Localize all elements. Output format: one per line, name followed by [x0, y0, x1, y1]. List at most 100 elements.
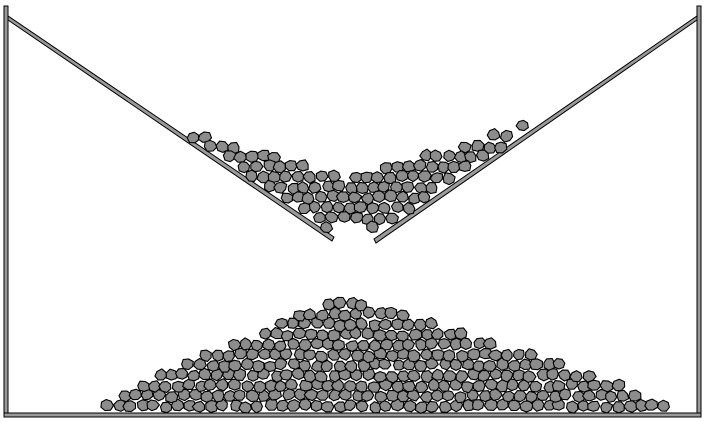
grain [558, 388, 572, 401]
grain [377, 201, 391, 214]
grain [100, 398, 115, 412]
grain [314, 370, 328, 383]
grain [513, 390, 527, 403]
grain [406, 369, 421, 382]
grain [369, 401, 382, 414]
grain [314, 350, 328, 363]
grain [522, 369, 537, 383]
grain [147, 380, 161, 393]
grain [344, 380, 358, 393]
grain [227, 338, 242, 352]
grain [354, 298, 368, 312]
grain [312, 211, 326, 224]
grain [524, 348, 538, 361]
grain [487, 349, 502, 362]
grain [425, 357, 439, 370]
grain [200, 390, 214, 403]
grain [479, 390, 492, 403]
grain [454, 391, 467, 404]
grain [401, 318, 415, 332]
grain [279, 348, 293, 361]
grain [263, 159, 276, 172]
grain [250, 339, 264, 352]
grain [303, 349, 317, 361]
grain [159, 401, 173, 414]
grain [424, 316, 439, 330]
grain [274, 317, 288, 329]
grain [512, 348, 525, 361]
grain [227, 378, 241, 391]
grain [206, 359, 220, 372]
grain [390, 201, 404, 213]
grain [228, 359, 242, 372]
grain [551, 380, 566, 392]
grain [616, 389, 630, 402]
grain [455, 370, 470, 384]
grain [174, 367, 189, 380]
grain [292, 327, 307, 340]
grain [356, 340, 370, 352]
grain [657, 399, 670, 412]
grain [118, 390, 132, 403]
grain [298, 398, 312, 411]
grain [457, 141, 472, 154]
grain [529, 380, 543, 393]
grain [443, 328, 457, 341]
grain [372, 329, 387, 342]
grain [384, 306, 398, 320]
grain [500, 129, 514, 143]
grain [258, 327, 272, 340]
grain [623, 400, 638, 413]
grain [316, 329, 329, 342]
grain [417, 191, 431, 204]
grain [250, 400, 263, 414]
grain [330, 378, 344, 393]
grain [385, 212, 400, 225]
grain [211, 389, 225, 403]
grain [322, 298, 335, 311]
grain [122, 400, 137, 413]
grain [284, 160, 298, 172]
grain [331, 179, 346, 192]
grain [420, 369, 434, 384]
grain [628, 389, 642, 402]
grain [429, 172, 443, 184]
grain [458, 160, 472, 172]
grain [349, 211, 364, 224]
grain [401, 381, 416, 393]
grain [320, 200, 334, 214]
grain [391, 161, 405, 173]
grain [443, 149, 457, 163]
grain [332, 201, 346, 214]
grain [494, 141, 508, 154]
floor [3, 412, 702, 418]
grain [286, 398, 301, 412]
grain [280, 330, 294, 342]
grain [257, 389, 270, 402]
grain [371, 190, 386, 204]
grain [373, 307, 388, 320]
grain [501, 390, 515, 403]
grain [374, 390, 388, 403]
grain [298, 359, 311, 372]
grain [483, 141, 497, 154]
grain [384, 189, 398, 203]
grain [295, 159, 309, 172]
grain [482, 359, 497, 372]
grain [252, 359, 265, 373]
grain [302, 171, 316, 184]
grain [430, 389, 444, 402]
grain [453, 327, 468, 340]
grain [442, 370, 457, 383]
grain [355, 317, 368, 330]
grain [287, 317, 299, 329]
grain [529, 358, 543, 371]
grain [377, 180, 390, 193]
grain [442, 172, 456, 186]
grain [549, 390, 562, 403]
grain [543, 358, 556, 371]
grain [370, 171, 385, 184]
grain [355, 400, 369, 413]
grain [320, 220, 334, 234]
grain [297, 202, 311, 215]
